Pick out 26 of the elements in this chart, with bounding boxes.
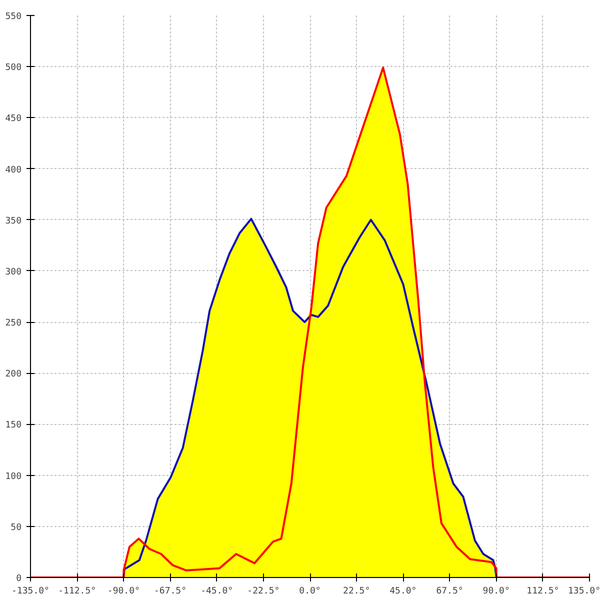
x-tick-label: -135.0°: [12, 586, 50, 596]
x-tick-label: 0.0°: [299, 586, 321, 596]
x-tick-label: -45.0°: [200, 586, 234, 596]
y-tick-label: 450: [5, 114, 22, 124]
y-tick-label: 50: [10, 522, 22, 533]
y-tick-label: 550: [5, 12, 22, 22]
line-series: [122, 218, 498, 578]
x-tick-label: 135.0°: [568, 586, 600, 596]
y-tick-label: 250: [5, 318, 22, 329]
x-tick-label: -67.5°: [154, 586, 187, 596]
x-tick-label: 45.0°: [390, 586, 417, 596]
x-tick-label: 22.5°: [343, 586, 370, 596]
x-tick-label: -22.5°: [247, 586, 280, 596]
y-tick-label: 100: [5, 472, 22, 482]
y-tick-label: 150: [5, 420, 22, 431]
x-tick-label: -90.0°: [107, 586, 140, 596]
y-tick-label: 350: [5, 216, 22, 226]
x-tick-label: -112.5°: [58, 586, 96, 596]
y-tick-label: 500: [5, 63, 22, 74]
y-tick-label: 400: [5, 165, 22, 176]
x-tick-label: 112.5°: [526, 586, 560, 596]
x-tick-label: 90.0°: [482, 586, 510, 596]
y-tick-label: 200: [5, 370, 22, 380]
x-tick-label: 67.5°: [436, 586, 464, 596]
y-tick-label: 0: [16, 574, 22, 584]
y-tick-label: 300: [5, 267, 22, 278]
